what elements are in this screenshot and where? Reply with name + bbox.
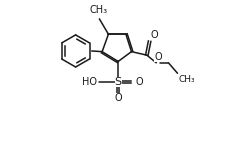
Text: O: O bbox=[136, 77, 143, 87]
Text: O: O bbox=[114, 93, 122, 103]
Text: CH₃: CH₃ bbox=[90, 5, 108, 15]
Text: HO: HO bbox=[82, 77, 97, 87]
Text: O: O bbox=[154, 52, 162, 62]
Text: CH₃: CH₃ bbox=[179, 75, 195, 84]
Text: S: S bbox=[115, 77, 122, 87]
Text: O: O bbox=[150, 30, 158, 40]
